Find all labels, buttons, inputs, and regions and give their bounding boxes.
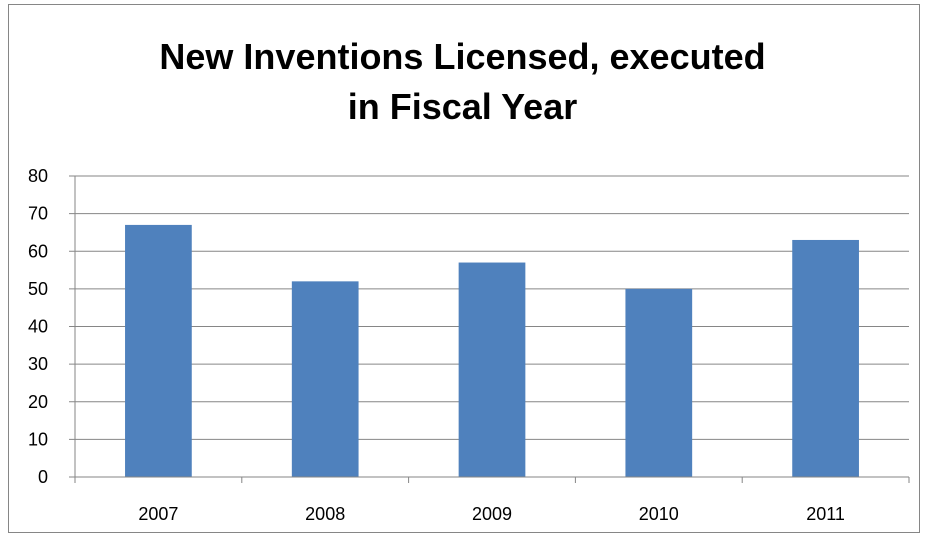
x-tick-label: 2010 <box>639 504 679 524</box>
y-tick-label: 40 <box>28 317 48 337</box>
y-tick-label: 60 <box>28 241 48 261</box>
y-tick-label: 30 <box>28 354 48 374</box>
y-tick-label: 20 <box>28 392 48 412</box>
bar-2009 <box>458 262 526 477</box>
chart-title-line-2: in Fiscal Year <box>347 86 578 127</box>
bar-2010 <box>625 288 693 477</box>
chart-title-line-1: New Inventions Licensed, executed <box>159 36 766 77</box>
x-tick-label: 2011 <box>806 504 845 524</box>
x-tick-label: 2007 <box>138 504 178 524</box>
x-tick-label: 2008 <box>305 504 345 524</box>
bar-2008 <box>291 281 359 477</box>
bar-2011 <box>792 239 859 477</box>
bar-2007 <box>125 224 192 477</box>
y-tick-label: 70 <box>28 204 48 224</box>
y-tick-label: 0 <box>38 467 48 487</box>
chart-title: New Inventions Licensed, executed in Fis… <box>0 32 925 132</box>
y-tick-label: 10 <box>28 429 48 449</box>
y-tick-label: 50 <box>28 279 48 299</box>
x-tick-label: 2009 <box>472 504 512 524</box>
y-tick-label: 80 <box>28 166 48 186</box>
